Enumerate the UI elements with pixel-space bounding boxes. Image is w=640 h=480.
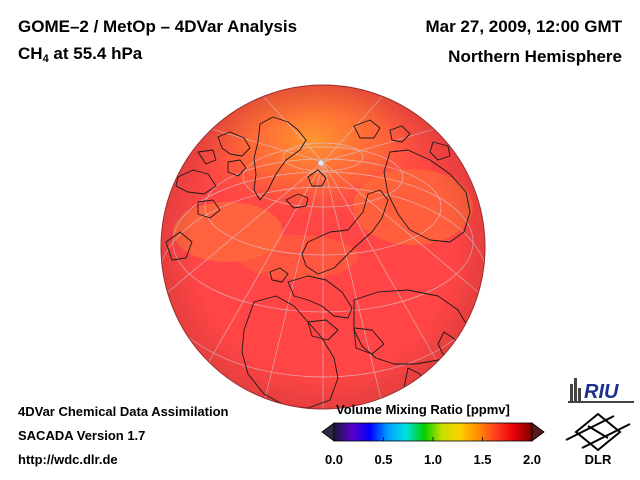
colorbar-low-arrow xyxy=(321,422,335,442)
footer-url[interactable]: http://wdc.dlr.de xyxy=(18,452,118,467)
north-pole-marker xyxy=(317,159,325,167)
footer-line-1: 4DVar Chemical Data Assimilation xyxy=(18,404,229,419)
species-label: CH4 at 55.4 hPa xyxy=(18,44,142,65)
riu-logo: RIU xyxy=(568,378,634,403)
dlr-logo xyxy=(565,412,631,452)
colorbar-ticks xyxy=(333,437,533,441)
colorbar-tick-label: 1.5 xyxy=(473,452,492,467)
colorbar xyxy=(321,422,545,442)
region-label: Northern Hemisphere xyxy=(448,47,622,66)
globe-outline xyxy=(160,84,486,410)
shading xyxy=(161,85,485,409)
colorbar-tick-label: 1.0 xyxy=(423,452,443,467)
datetime-label: Mar 27, 2009, 12:00 GMT xyxy=(425,17,622,36)
logos: RIU DLR xyxy=(565,378,634,467)
colorbar-high-arrow xyxy=(531,422,545,442)
riu-logo-text: RIU xyxy=(584,381,619,403)
pressure-level: at 55.4 hPa xyxy=(53,44,143,63)
map-title: GOME–2 / MetOp – 4DVar Analysis xyxy=(18,17,298,36)
colorbar-label: Volume Mixing Ratio [ppmv] xyxy=(336,402,510,417)
globe-map xyxy=(160,84,486,410)
colorbar-tick-label: 0.5 xyxy=(374,452,393,467)
footer-line-2: SACADA Version 1.7 xyxy=(18,428,146,443)
colorbar-tick-label: 2.0 xyxy=(522,452,542,467)
species-subscript: 4 xyxy=(42,53,49,65)
dlr-logo-text: DLR xyxy=(585,452,612,467)
species-name: CH xyxy=(18,44,43,63)
colorbar-tick-label: 0.0 xyxy=(324,452,344,467)
